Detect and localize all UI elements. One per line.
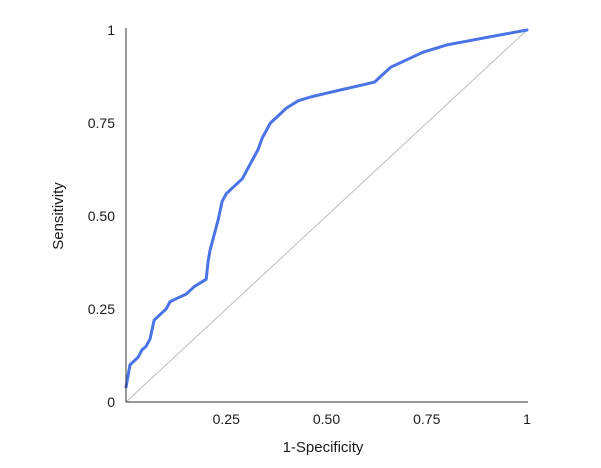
- y-tick-label: 0.25: [88, 301, 115, 317]
- axis-layer: [125, 28, 528, 403]
- x-axis-title: 1-Specificity: [283, 439, 364, 456]
- reference-layer: [125, 29, 528, 403]
- y-tick-label: 0: [107, 394, 115, 410]
- y-tick-label: 0.50: [88, 208, 115, 224]
- x-tick-label: 1: [523, 411, 531, 427]
- x-tick-label: 0.75: [413, 411, 440, 427]
- reference-diagonal-line: [125, 29, 528, 403]
- y-tick-label: 0.75: [88, 115, 115, 131]
- y-tick-labels: 0 0.25 0.50 0.75 1: [88, 22, 115, 410]
- x-tick-labels: 0.25 0.50 0.75 1: [213, 411, 531, 427]
- y-axis-title: Sensitivity: [50, 182, 67, 250]
- y-tick-label: 1: [107, 22, 115, 38]
- x-tick-label: 0.25: [213, 411, 240, 427]
- roc-curve-line: [124, 28, 529, 389]
- curve-layer: [124, 28, 529, 389]
- x-tick-label: 0.50: [313, 411, 340, 427]
